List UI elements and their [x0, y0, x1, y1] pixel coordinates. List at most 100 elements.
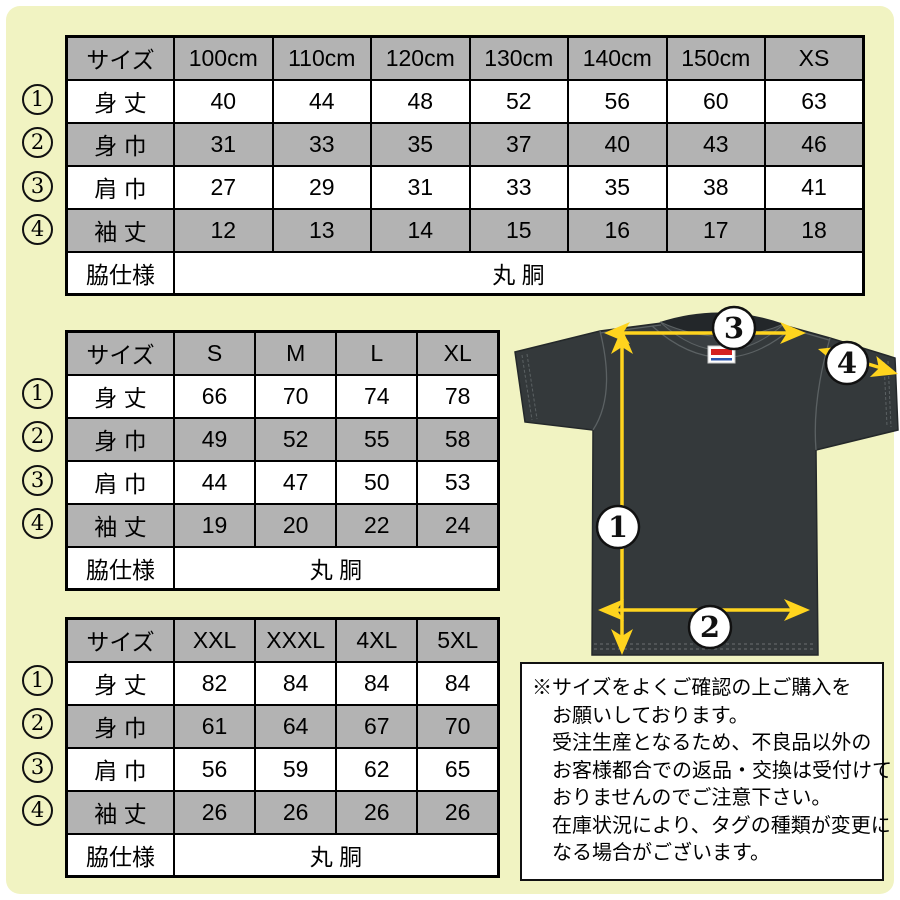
measure-value-cell: 20 — [254, 502, 338, 548]
measure-value-cell: 58 — [416, 416, 500, 462]
measure-label-cell: 身 巾 — [65, 416, 175, 462]
measure-label-cell: 身 巾 — [65, 121, 175, 167]
size-header-cell: 150cm — [665, 35, 766, 81]
measure-value-cell: 82 — [172, 660, 257, 706]
note-line: お客様都合での返品・交換は受付けて — [552, 759, 892, 782]
measure-value-cell: 46 — [764, 121, 865, 167]
measure-value-cell: 31 — [370, 164, 471, 210]
note-line: おりませんのでご注意下さい。 — [552, 787, 832, 809]
size-header-cell: 120cm — [370, 35, 471, 81]
adult-size-table: サイズ S M L XL 身 丈 66 70 74 78 身 巾 49 52 55 58 肩 巾 44 47 50 5… — [65, 330, 500, 591]
measure-value-cell: 18 — [764, 207, 865, 253]
size-header-cell: XXXL — [254, 617, 338, 663]
side-spec-value-cell: 丸 胴 — [173, 250, 865, 296]
svg-text:3: 3 — [724, 311, 744, 345]
side-spec-value-cell: 丸 胴 — [173, 832, 500, 878]
row-marker-1: 1 — [22, 378, 53, 409]
brand-tag — [707, 345, 736, 364]
measure-value-cell: 60 — [665, 78, 766, 124]
measure-value-cell: 29 — [271, 164, 372, 210]
measure-row: 身 巾 61 64 67 70 — [65, 703, 500, 749]
measure-value-cell: 16 — [567, 207, 668, 253]
measure-value-cell: 41 — [764, 164, 865, 210]
measure-value-cell: 40 — [567, 121, 668, 167]
measure-value-cell: 40 — [173, 78, 274, 124]
plus-size-table: サイズ XXL XXXL 4XL 5XL 身 丈 82 84 84 84 身 巾 61 64 67 70 肩 … — [65, 617, 500, 878]
side-spec-row: 脇仕様丸 胴 — [65, 250, 865, 296]
svg-text:1: 1 — [608, 510, 628, 544]
purchase-note: ※サイズをよくご確認の上ご購入を お願いしております。 受注生産となるため、不良… — [520, 662, 892, 881]
size-corner-cell: サイズ — [65, 617, 175, 663]
measure-label-cell: 袖 丈 — [65, 789, 175, 835]
size-header-cell: 140cm — [567, 35, 668, 81]
diagram-marker-1: 1 — [595, 504, 641, 550]
size-corner-cell: サイズ — [65, 330, 175, 376]
measure-value-cell: 56 — [567, 78, 668, 124]
diagram-marker-4: 4 — [824, 340, 870, 386]
size-header-cell: L — [335, 330, 419, 376]
size-header-cell: XS — [764, 35, 865, 81]
measure-value-cell: 59 — [254, 746, 338, 792]
side-spec-row: 脇仕様丸 胴 — [65, 545, 500, 591]
measure-value-cell: 33 — [271, 121, 372, 167]
measure-value-cell: 70 — [416, 703, 500, 749]
svg-text:2: 2 — [700, 610, 720, 644]
size-header-cell: XXL — [172, 617, 257, 663]
measure-value-cell: 26 — [416, 789, 500, 835]
size-table: サイズ XXL XXXL 4XL 5XL 身 丈 82 84 84 84 身 巾 61 64 67 70 肩 … — [65, 617, 500, 878]
measure-row: 身 巾 31 33 35 37 40 43 46 — [65, 121, 865, 167]
measure-value-cell: 78 — [416, 373, 500, 419]
side-spec-row: 脇仕様丸 胴 — [65, 832, 500, 878]
armhole-seam-left — [592, 330, 608, 431]
measure-row: 肩 巾 27 29 31 33 35 38 41 — [65, 164, 865, 210]
row-marker-3: 3 — [22, 171, 53, 202]
arrow-body-length — [611, 328, 633, 655]
measure-label-cell: 身 巾 — [65, 703, 175, 749]
measure-value-cell: 84 — [335, 660, 419, 706]
measure-row: 袖 丈 19 20 22 24 — [65, 502, 500, 548]
size-chart-panel: サイズ 100cm 110cm 120cm 130cm 140cm 150cm XS 身 丈 40… — [6, 6, 899, 894]
measure-row: 身 丈 40 44 48 52 56 60 63 — [65, 78, 865, 124]
size-table: サイズ 100cm 110cm 120cm 130cm 140cm 150cm XS 身 丈 40… — [65, 35, 865, 296]
measure-value-cell: 38 — [665, 164, 766, 210]
row-marker-4: 4 — [22, 795, 53, 826]
measure-value-cell: 17 — [665, 207, 766, 253]
measure-value-cell: 35 — [567, 164, 668, 210]
measure-value-cell: 50 — [335, 459, 419, 505]
measure-label-cell: 肩 巾 — [65, 164, 175, 210]
measure-value-cell: 27 — [173, 164, 274, 210]
measure-value-cell: 84 — [254, 660, 338, 706]
measure-label-cell: 身 丈 — [65, 373, 175, 419]
row-marker-1: 1 — [22, 84, 53, 115]
diagram-marker-3: 3 — [711, 305, 757, 351]
measure-value-cell: 31 — [173, 121, 274, 167]
measure-value-cell: 55 — [335, 416, 419, 462]
measure-label-cell: 肩 巾 — [65, 746, 175, 792]
svg-text:4: 4 — [837, 346, 857, 380]
measure-value-cell: 66 — [172, 373, 257, 419]
header-row: サイズ XXL XXXL 4XL 5XL — [65, 617, 500, 663]
size-header-cell: XL — [416, 330, 500, 376]
row-marker-2: 2 — [22, 708, 53, 739]
row-marker-3: 3 — [22, 752, 53, 783]
measure-row: 袖 丈 26 26 26 26 — [65, 789, 500, 835]
measure-value-cell: 43 — [665, 121, 766, 167]
measure-value-cell: 33 — [468, 164, 569, 210]
size-header-cell: 100cm — [173, 35, 274, 81]
note-line: 在庫状況により、タグの種類が変更に — [552, 814, 891, 837]
sleeve-stitch-left — [521, 353, 538, 421]
measure-value-cell: 35 — [370, 121, 471, 167]
row-marker-4: 4 — [22, 508, 53, 539]
size-header-cell: 110cm — [271, 35, 372, 81]
note-line: ※サイズをよくご確認の上ご購入を — [532, 677, 852, 699]
measure-value-cell: 63 — [764, 78, 865, 124]
measure-label-cell: 肩 巾 — [65, 459, 175, 505]
side-spec-label-cell: 脇仕様 — [65, 545, 175, 591]
measure-value-cell: 19 — [172, 502, 257, 548]
measure-value-cell: 61 — [172, 703, 257, 749]
measure-value-cell: 12 — [173, 207, 274, 253]
side-spec-value-cell: 丸 胴 — [173, 545, 500, 591]
size-header-cell: 4XL — [335, 617, 419, 663]
size-header-cell: M — [254, 330, 338, 376]
